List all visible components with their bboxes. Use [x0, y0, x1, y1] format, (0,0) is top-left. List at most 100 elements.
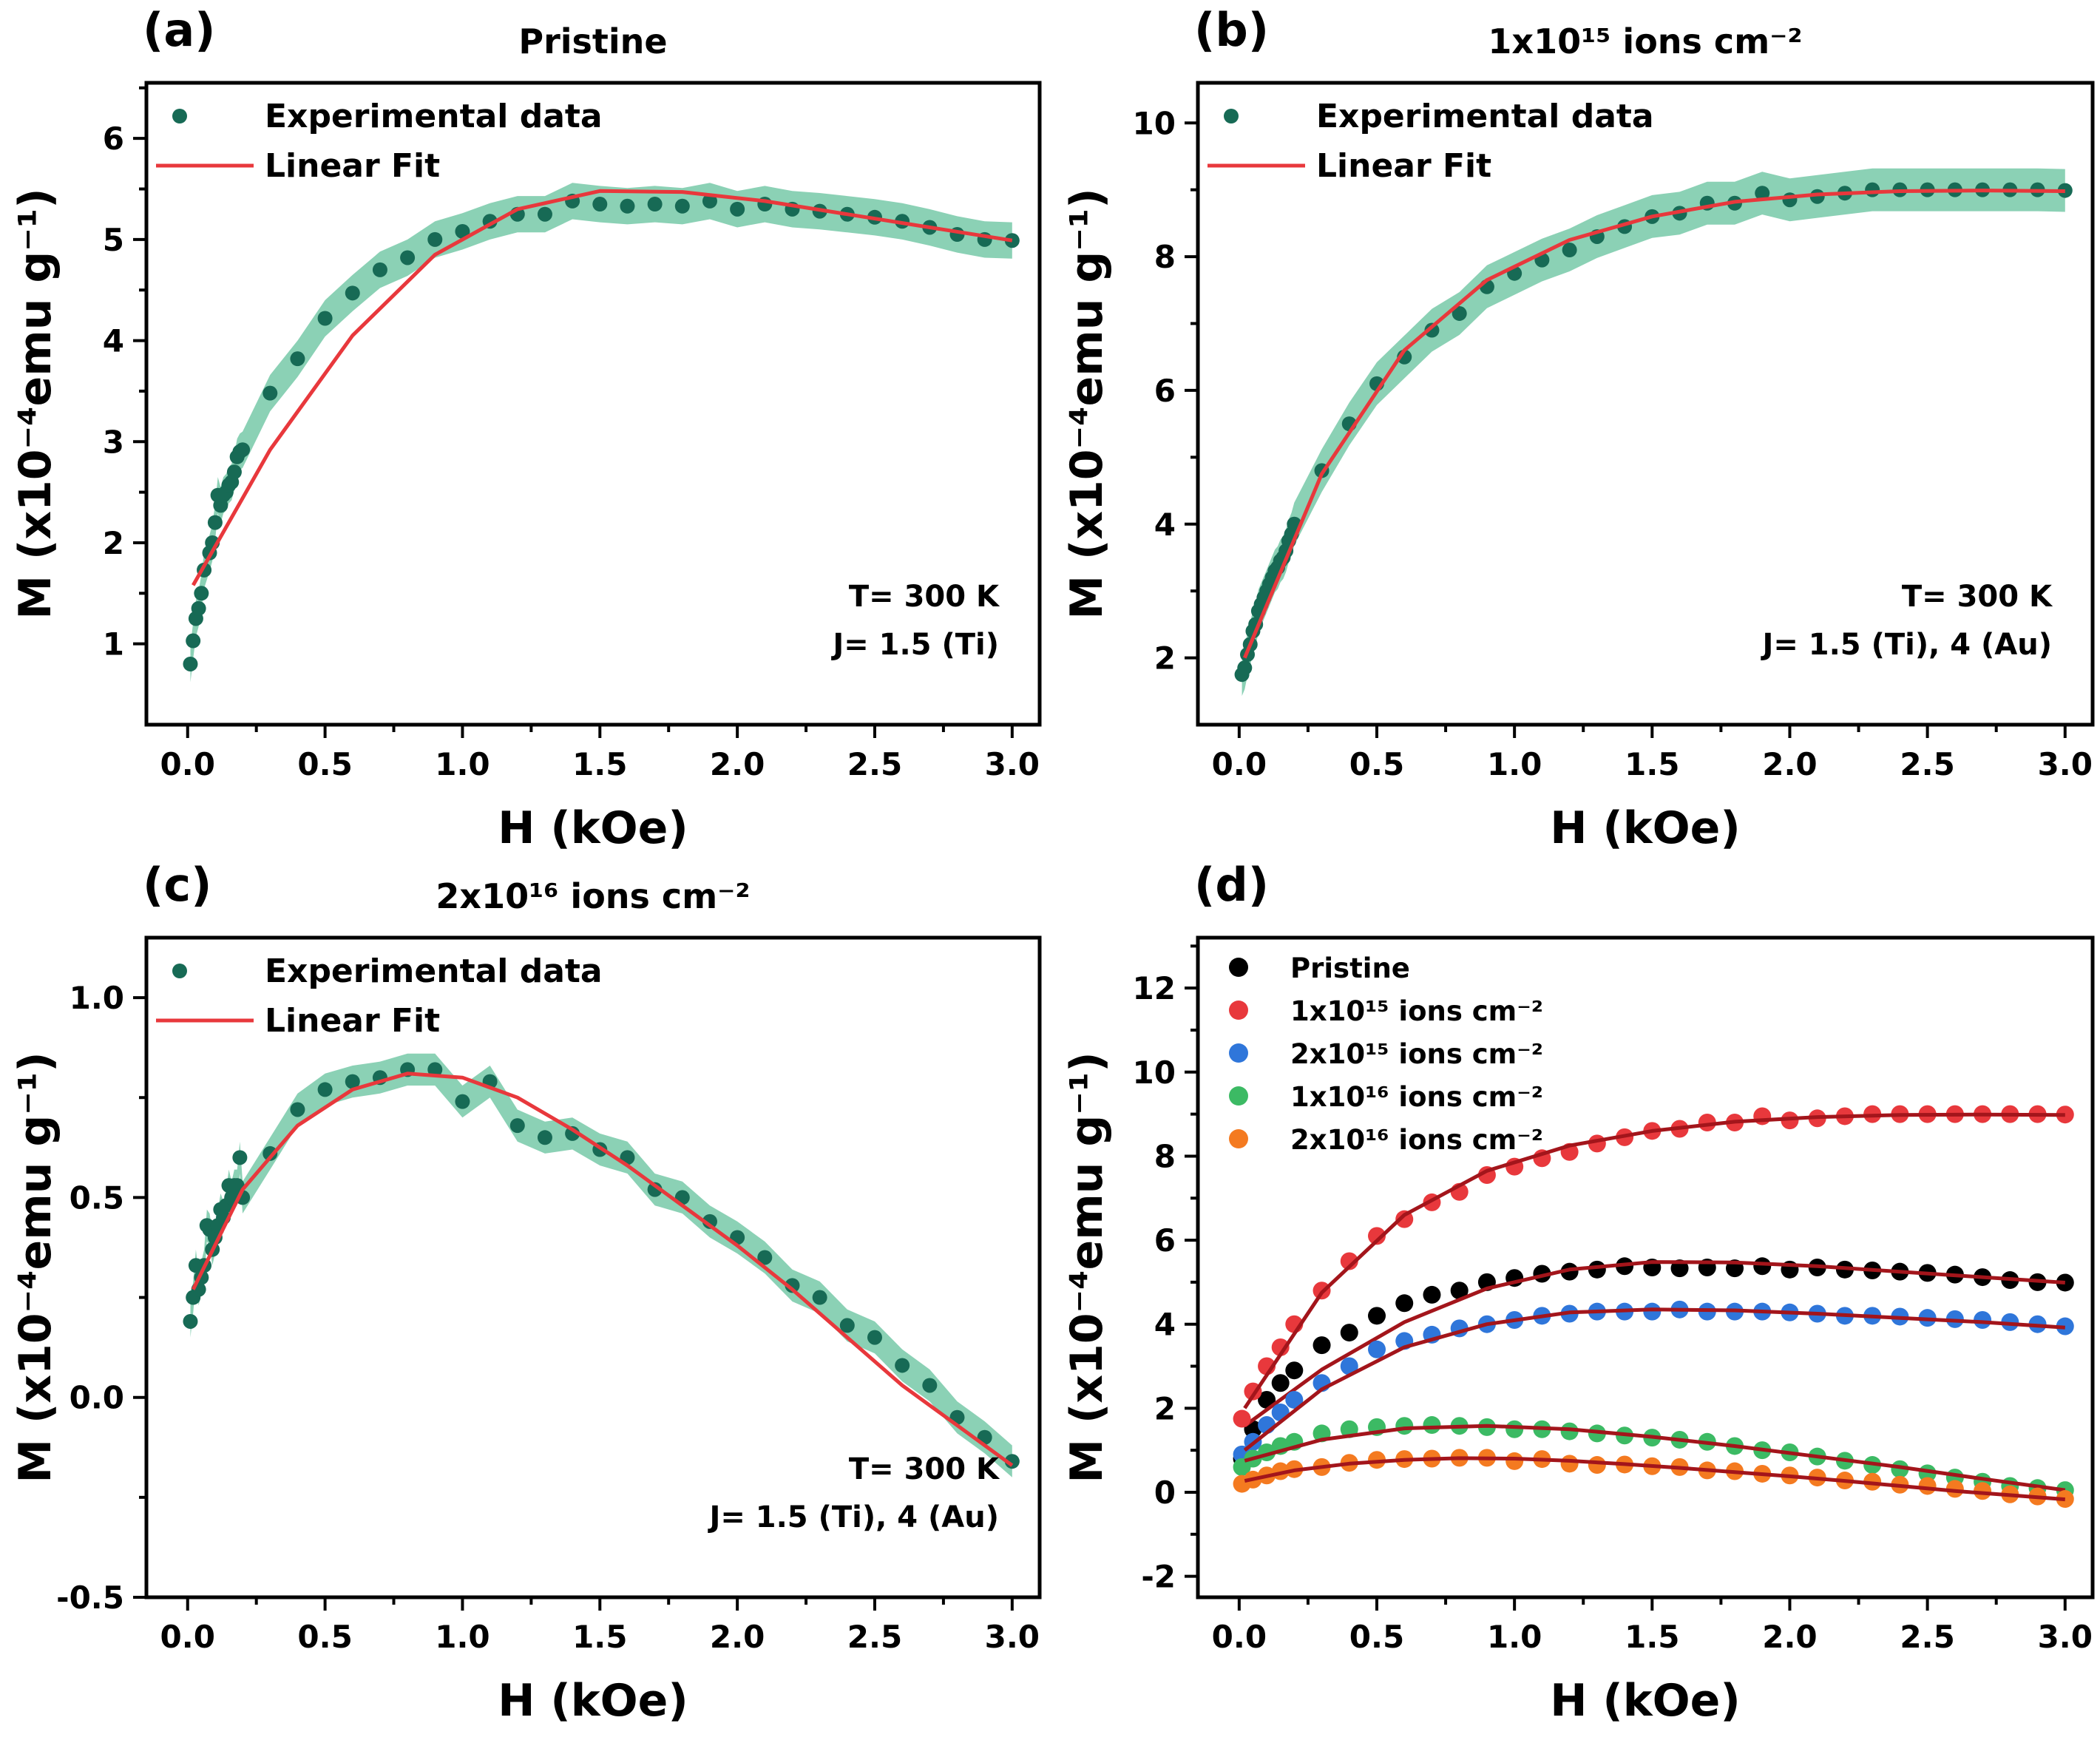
plot-frame	[144, 81, 1042, 727]
data-point	[647, 197, 663, 212]
panel-label: (d)	[1194, 858, 1269, 912]
data-point	[895, 1358, 910, 1373]
data-point	[1368, 1307, 1386, 1325]
data-point	[1753, 1257, 1772, 1276]
y-tick-label: -2	[1141, 1559, 1176, 1595]
data-point	[207, 515, 223, 530]
x-axis-label: H (kOe)	[1550, 802, 1741, 854]
fit-line	[192, 189, 1013, 586]
data-point	[1271, 1338, 1290, 1356]
plot-frame	[1196, 81, 2095, 727]
panel-d: (d) 0.0 0.5 1.0 1.5 2.0 2.5 3.0 -2 0 2 4 6 8 10 12 H (kO…	[1061, 858, 2095, 1727]
annotation: T= 300 K	[849, 1452, 1000, 1486]
data-point	[1560, 1455, 1579, 1473]
data-point	[186, 633, 201, 649]
data-point	[290, 351, 305, 367]
legend-label-experimental: Experimental data	[265, 952, 603, 990]
data-point	[1505, 1420, 1524, 1438]
legend-label: 2x10¹⁶ ions cm⁻²	[1290, 1124, 1543, 1156]
x-tick-label: 0.0	[160, 1619, 215, 1655]
data-point	[194, 586, 209, 601]
x-tick-label: 0.5	[297, 1619, 352, 1655]
x-tick-label: 3.0	[985, 746, 1040, 782]
y-axis-label: M (x10⁻⁴emu g⁻¹)	[10, 1052, 61, 1483]
data-point	[183, 1313, 198, 1329]
data-point	[1340, 1252, 1358, 1270]
x-tick-label: 0.0	[1212, 1619, 1267, 1655]
x-axis-label: H (kOe)	[498, 802, 688, 854]
data-point	[191, 600, 206, 616]
data-point	[262, 1145, 278, 1161]
data-point	[1918, 1477, 1937, 1495]
confidence-band	[1242, 168, 2065, 697]
data-point	[455, 1094, 470, 1109]
annotation: J= 1.5 (Ti), 4 (Au)	[707, 1500, 999, 1534]
data-point	[1368, 1340, 1386, 1358]
x-tick-label: 0.5	[1349, 746, 1404, 782]
x-tick-label: 2.5	[1900, 746, 1954, 782]
data-point	[1452, 305, 1467, 321]
panel-label: (b)	[1194, 3, 1269, 57]
data-point	[1974, 1311, 1992, 1330]
y-axis-label: M (x10⁻⁴emu g⁻¹)	[1061, 188, 1113, 619]
data-point	[1004, 233, 1020, 248]
legend-label: 1x10¹⁶ ions cm⁻²	[1290, 1081, 1543, 1113]
x-tick-label: 1.5	[1625, 1619, 1679, 1655]
data-point	[1285, 1361, 1304, 1380]
data-point	[1505, 1452, 1524, 1470]
data-point	[1233, 1409, 1251, 1428]
data-point	[1340, 1324, 1358, 1342]
data-point	[1560, 1422, 1579, 1441]
panel-title: 2x10¹⁶ ions cm⁻²	[436, 876, 750, 916]
data-point	[1753, 1107, 1772, 1125]
legend-marker	[1229, 1043, 1248, 1063]
legend-label-fit: Linear Fit	[265, 1002, 440, 1040]
data-point	[455, 223, 470, 239]
data-point	[400, 250, 416, 265]
y-tick-label: 5	[103, 222, 124, 258]
x-tick-label: 1.0	[435, 746, 490, 782]
legend-marker	[1229, 1086, 1248, 1106]
data-point	[345, 1074, 360, 1089]
x-tick-label: 2.5	[847, 746, 902, 782]
x-tick-label: 3.0	[985, 1619, 1040, 1655]
data-point	[1395, 1417, 1414, 1435]
data-point	[1588, 1456, 1606, 1475]
y-tick-label: 8	[1154, 239, 1176, 275]
data-point	[290, 1102, 305, 1117]
data-point	[1312, 1336, 1331, 1355]
annotation: J= 1.5 (Ti), 4 (Au)	[1760, 628, 2052, 662]
fit-line	[1242, 189, 2065, 659]
data-point	[1004, 1454, 1020, 1469]
y-tick-label: 3	[103, 424, 124, 460]
data-point	[702, 193, 717, 209]
y-tick-label: 2	[1154, 640, 1176, 677]
y-tick-label: 4	[103, 323, 124, 359]
y-tick-label: 6	[1154, 373, 1176, 409]
x-tick-label: 2.0	[1762, 1619, 1817, 1655]
annotation: T= 300 K	[1902, 580, 2053, 614]
fit-line	[1243, 1260, 2065, 1428]
annotation: J= 1.5 (Ti)	[830, 628, 999, 662]
data-point	[183, 656, 198, 671]
data-point	[1865, 182, 1880, 197]
y-tick-label: -0.5	[56, 1580, 124, 1616]
legend-label-fit: Linear Fit	[265, 147, 440, 185]
data-point	[1368, 1451, 1386, 1469]
y-tick-label: 4	[1154, 1307, 1176, 1343]
data-point	[1588, 1260, 1606, 1279]
x-tick-label: 2.0	[710, 1619, 765, 1655]
data-point	[647, 1182, 663, 1197]
x-tick-label: 0.5	[1349, 1619, 1404, 1655]
fit-line	[1243, 1112, 2065, 1409]
plot-frame	[144, 935, 1042, 1599]
data-point	[262, 385, 278, 401]
y-tick-label: 0.0	[70, 1380, 124, 1416]
panel-a: (a) Pristine 0.0 0.5 1.0 1.5 2.0 2.5 3.0 1 2 3 4 5 6 H …	[10, 3, 1042, 854]
y-tick-label: 8	[1154, 1138, 1176, 1174]
data-point	[730, 201, 745, 217]
x-tick-label: 0.5	[297, 746, 352, 782]
data-point	[1423, 1416, 1441, 1435]
x-tick-label: 0.0	[160, 746, 215, 782]
